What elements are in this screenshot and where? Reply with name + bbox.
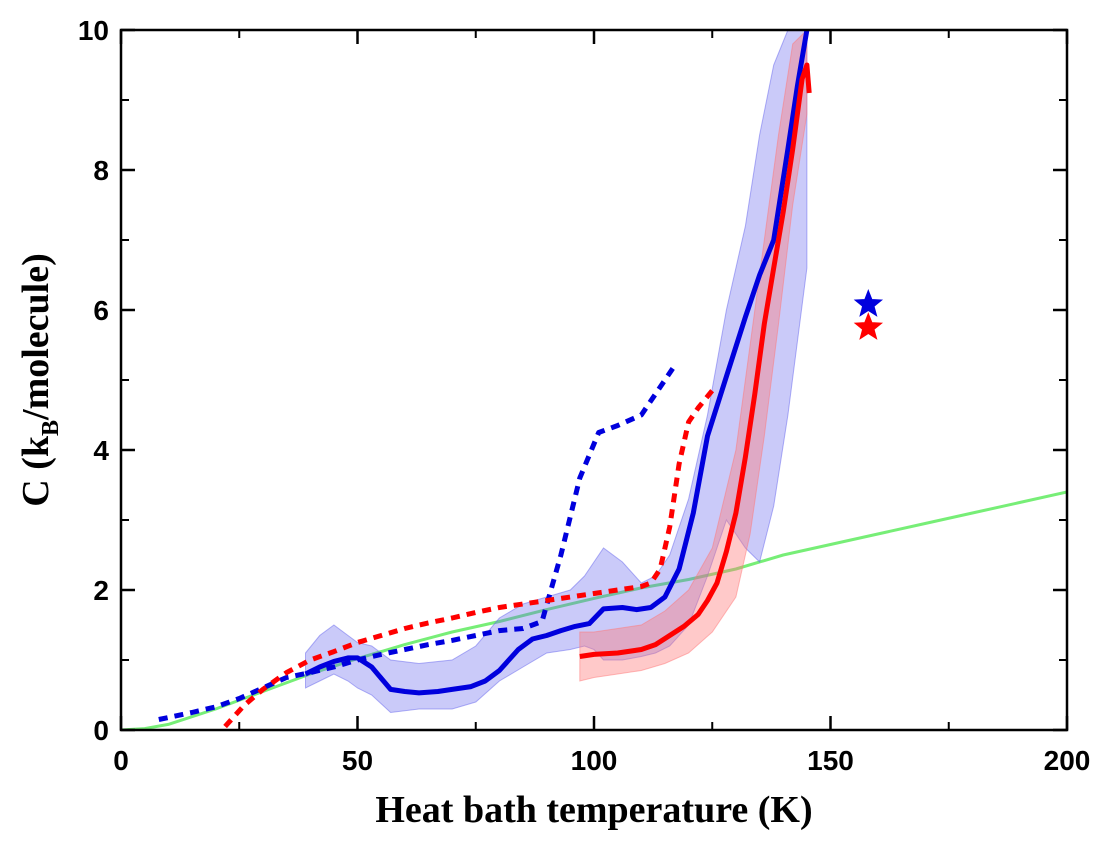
y-tick-label: 2 [93,575,109,606]
x-axis-title: Heat bath temperature (K) [375,789,812,831]
y-tick-label: 10 [78,15,109,46]
y-tick-label: 4 [93,435,109,466]
blue-band-uncertainty-band [305,30,808,714]
blue-star-marker [853,289,884,317]
red-band-uncertainty-band [579,30,808,682]
red-dotted-line [223,388,715,729]
x-tick-label: 50 [342,745,373,776]
axis-ticks [119,28,1069,732]
x-tick-label: 150 [807,745,854,776]
y-axis-title-subscript: B [38,420,64,436]
x-tick-label: 100 [571,745,618,776]
tick-labels: 0 50 100 150 200 0 2 4 6 8 10 [78,15,1091,776]
x-tick-label: 0 [113,745,129,776]
plot-area [121,30,1067,730]
y-tick-label: 6 [93,295,109,326]
red-solid-line [579,62,812,659]
x-tick-label: 200 [1044,745,1091,776]
blue-solid-line [304,30,810,696]
y-axis-title-tail: /molecule) [15,253,57,421]
y-axis-title: C (kB/molecule) [15,253,64,506]
y-tick-label: 0 [93,715,109,746]
y-axis-title-main: C (k [15,435,57,507]
y-tick-label: 8 [93,155,109,186]
red-star-marker [853,312,884,340]
